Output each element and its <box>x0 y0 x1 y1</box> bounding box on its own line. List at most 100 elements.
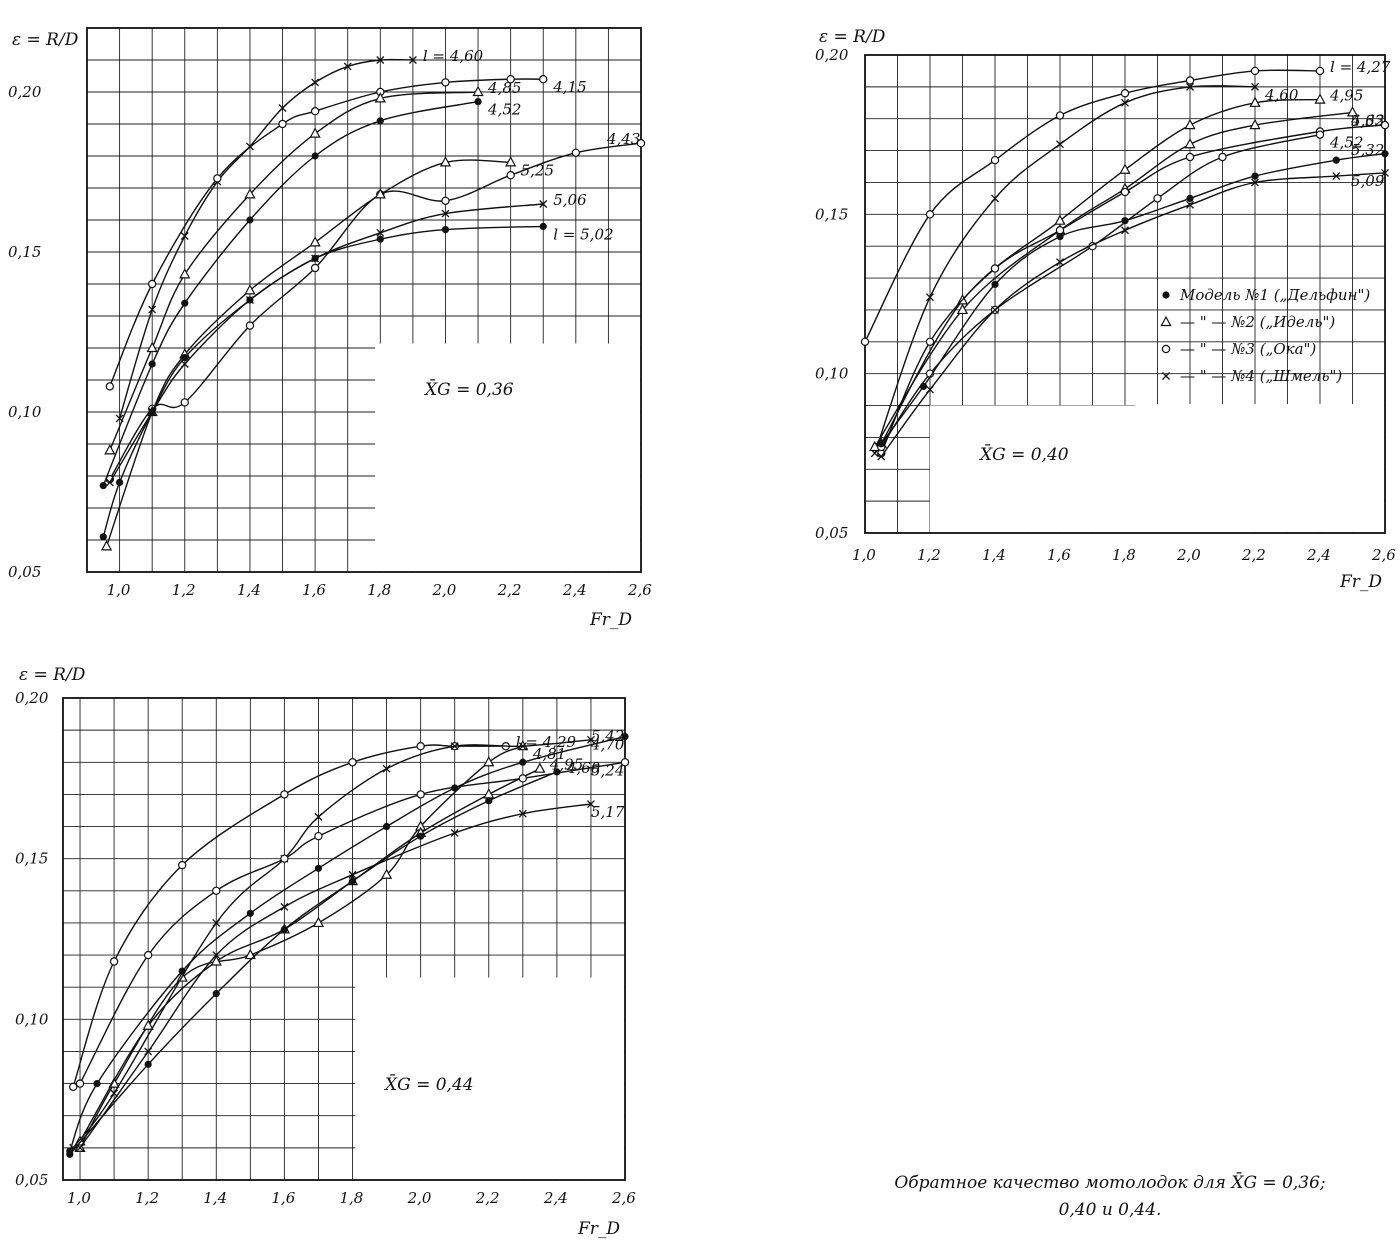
series-label: 4,63 <box>1350 111 1384 129</box>
data-point <box>245 321 255 330</box>
x-tick-label: 2,4 <box>543 1189 568 1207</box>
data-point <box>244 188 256 199</box>
data-point <box>144 1047 153 1056</box>
series-8: 5,17 <box>76 800 625 1152</box>
data-point <box>280 925 288 933</box>
data-point <box>539 222 547 230</box>
data-point <box>586 735 595 744</box>
data-point <box>474 98 482 106</box>
data-point <box>586 800 595 808</box>
data-point <box>1251 82 1259 91</box>
y-tick-label: 0,05 <box>815 524 848 542</box>
data-point <box>310 263 320 273</box>
data-point <box>472 85 484 97</box>
data-point <box>314 864 323 872</box>
data-point <box>439 156 452 167</box>
x-tick-label: 2,0 <box>1176 546 1201 564</box>
data-point <box>212 990 220 998</box>
series-8: 5,09 <box>877 168 1389 461</box>
y-tick-label: 0,05 <box>15 1171 48 1189</box>
series-line <box>880 172 1386 457</box>
series-4: 4,63 <box>869 106 1384 452</box>
x-tick-label: 2,0 <box>431 581 456 599</box>
data-point <box>93 1080 101 1088</box>
data-point <box>142 1019 154 1030</box>
series-line <box>109 142 642 480</box>
data-point <box>76 1143 84 1152</box>
data-point <box>280 854 289 863</box>
data-point <box>1332 156 1340 164</box>
series-line <box>69 735 626 1152</box>
data-point <box>69 1143 78 1152</box>
data-point <box>990 155 1000 165</box>
data-point <box>441 209 450 218</box>
data-point <box>348 877 357 885</box>
y-tick-label: 0,20 <box>8 83 42 101</box>
series-6: 5,24 <box>75 758 630 1088</box>
data-point <box>877 452 886 461</box>
data-point <box>483 788 495 799</box>
data-point <box>343 62 352 71</box>
data-point <box>212 951 221 960</box>
y-tick-label: 0,10 <box>8 403 42 421</box>
data-point <box>148 305 157 314</box>
chart-panel-2: 0,05 0,10 0,15 0,20 1,0 1,2 1,4 1,6 1,8 2,0 2,2 2,4… <box>815 27 1396 592</box>
data-point <box>539 74 548 84</box>
series-label: 5,32 <box>1351 141 1384 159</box>
series-line <box>880 153 1386 445</box>
data-point <box>408 56 417 64</box>
y-tick-label: 0,15 <box>8 243 41 261</box>
data-point <box>991 280 999 289</box>
data-point <box>1346 106 1359 117</box>
y-tick-label: 0,10 <box>15 1010 49 1028</box>
data-point <box>380 868 393 879</box>
y-tick-label: 0,15 <box>815 205 848 223</box>
data-point <box>1251 172 1259 180</box>
legend-marker <box>1160 315 1172 327</box>
series-line <box>874 85 1256 454</box>
series-label: l = 5,02 <box>553 225 613 243</box>
data-point <box>1121 217 1129 225</box>
data-point <box>348 870 357 879</box>
data-point <box>620 758 630 767</box>
data-point <box>1186 200 1194 209</box>
x-tick-label: 1,4 <box>237 581 261 599</box>
series-label: 4,15 <box>552 78 586 96</box>
data-point <box>179 268 191 279</box>
data-point <box>1332 172 1341 181</box>
x-tick-label: 1,2 <box>172 581 196 599</box>
x-axis-label: Fr_D <box>1339 572 1382 592</box>
data-point <box>991 194 999 203</box>
x-tick-label: 1,2 <box>917 546 941 564</box>
series-label: 4,81 <box>532 745 566 763</box>
data-point <box>450 829 459 837</box>
data-point <box>280 902 289 911</box>
data-point <box>1054 214 1066 225</box>
data-point <box>69 1082 78 1092</box>
data-point <box>539 200 548 208</box>
series-label: 5,42 <box>591 727 624 745</box>
legend-marker <box>1161 344 1171 354</box>
series-label: 5,09 <box>1351 172 1385 190</box>
data-point <box>246 216 254 224</box>
xg-annotation: X̄G = 0,36 <box>423 378 514 400</box>
x-tick-label: 2,6 <box>1371 546 1396 564</box>
series-line <box>874 111 1353 448</box>
data-point <box>382 764 391 773</box>
data-point <box>1380 120 1390 130</box>
x-tick-label: 2,4 <box>562 581 587 599</box>
data-point <box>956 303 969 315</box>
data-point <box>148 408 156 416</box>
series-4: 4,70 <box>66 732 629 1155</box>
legend-marker-symbol <box>1161 344 1171 354</box>
figure-caption: Обратное качество мотолодок для X̄G = 0,… <box>830 1170 1390 1224</box>
data-point <box>105 382 115 391</box>
annotation-area <box>355 977 624 1179</box>
series-line <box>109 78 544 387</box>
series-label: 4,52 <box>1329 134 1363 152</box>
x-tick-label: 2,0 <box>407 1189 432 1207</box>
y-tick-label: 0,05 <box>8 563 41 581</box>
data-point <box>636 138 646 148</box>
series-label: 4,60 <box>566 759 601 777</box>
